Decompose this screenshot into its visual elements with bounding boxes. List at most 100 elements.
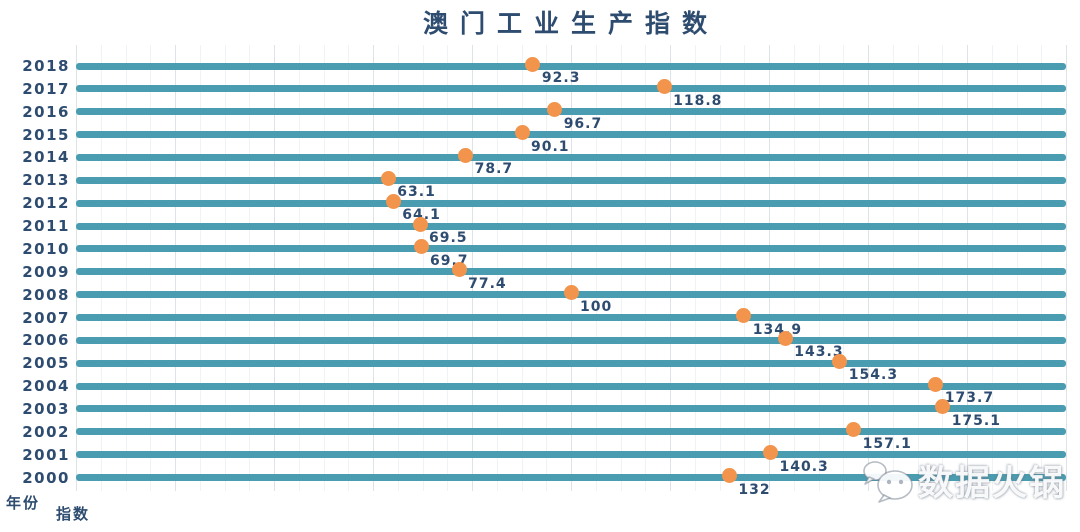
bar-row-2010	[76, 245, 1066, 253]
data-point-2004	[928, 376, 944, 392]
minor-gridline	[843, 45, 845, 491]
major-gridline	[769, 45, 770, 491]
major-gridline	[76, 45, 77, 491]
data-point-2013	[380, 170, 396, 186]
y-axis-title: 年份	[6, 494, 41, 512]
data-point-2015	[514, 125, 530, 141]
year-tick-2006: 2006	[22, 331, 70, 350]
year-tick-2015: 2015	[22, 125, 70, 144]
minor-gridline	[249, 45, 251, 491]
year-tick-2018: 2018	[22, 57, 70, 75]
minor-gridline	[199, 45, 201, 491]
minor-gridline	[694, 45, 696, 491]
data-point-2010	[413, 239, 429, 255]
value-label-2002: 157.1	[862, 435, 912, 452]
data-point-2008	[563, 285, 579, 301]
data-point-2006	[777, 330, 793, 346]
year-tick-2005: 2005	[22, 354, 70, 373]
major-gridline	[274, 45, 275, 491]
minor-gridline	[521, 45, 523, 491]
major-gridline	[868, 45, 869, 491]
major-gridline	[472, 45, 473, 491]
year-tick-2001: 2001	[22, 445, 70, 464]
value-label-2013: 63.1	[397, 184, 436, 201]
value-label-2018: 92.3	[541, 70, 581, 86]
bar-row-2003	[76, 405, 1066, 413]
bar-row-2006	[76, 336, 1066, 344]
year-tick-2014: 2014	[22, 148, 70, 167]
bar-row-2014	[76, 153, 1066, 161]
minor-gridline	[447, 45, 449, 491]
minor-gridline	[892, 45, 894, 491]
value-label-2012: 64.1	[402, 207, 441, 224]
value-label-2008: 100	[580, 298, 613, 315]
major-gridline	[571, 45, 572, 491]
bar-row-2005	[76, 359, 1066, 367]
bar-row-2012	[76, 199, 1066, 207]
data-point-2018	[525, 56, 541, 72]
bar-row-2002	[76, 428, 1066, 436]
minor-gridline	[645, 45, 647, 491]
minor-gridline	[348, 45, 350, 491]
year-tick-2002: 2002	[22, 422, 70, 441]
minor-gridline	[496, 45, 498, 491]
bar-row-2000	[76, 474, 1066, 481]
data-point-2009	[451, 262, 467, 278]
value-label-2004: 173.7	[944, 390, 995, 406]
data-point-2002	[846, 422, 862, 438]
x-axis-title: 指数	[56, 505, 91, 523]
major-gridline	[373, 45, 374, 491]
data-point-2001	[763, 445, 778, 461]
bar-row-2007	[76, 314, 1066, 321]
bar-row-2016	[76, 108, 1066, 116]
chart-title: 澳门工业生产指数	[422, 9, 719, 38]
bar-row-2004	[76, 382, 1066, 390]
value-label-2005: 154.3	[848, 367, 899, 384]
minor-gridline	[298, 45, 300, 491]
year-tick-2013: 2013	[22, 171, 70, 190]
watermark-text: 数据火锅	[917, 464, 1066, 504]
minor-gridline	[150, 45, 152, 491]
data-point-2017	[656, 79, 672, 95]
year-tick-2017: 2017	[22, 79, 70, 98]
value-label-2011: 69.5	[429, 230, 468, 246]
plot-area: 92.3 118.8 96.7 90.1 78.7 63.1 64.1 69.5 69.7 77.…	[76, 45, 1067, 498]
bar-row-2011	[76, 222, 1066, 230]
major-gridline	[967, 45, 968, 491]
minor-gridline	[793, 45, 795, 491]
major-gridline	[670, 45, 671, 491]
minor-gridline	[595, 45, 597, 491]
minor-gridline	[546, 45, 548, 491]
minor-gridline	[818, 45, 820, 491]
year-tick-2007: 2007	[22, 308, 70, 327]
data-point-2016	[547, 102, 563, 118]
minor-gridline	[744, 45, 746, 491]
value-label-2003: 175.1	[951, 412, 1001, 429]
data-point-2003	[935, 399, 951, 415]
value-label-2017: 118.8	[673, 92, 723, 109]
minor-gridline	[224, 45, 226, 491]
minor-gridline	[942, 45, 944, 491]
year-tick-2012: 2012	[22, 194, 70, 213]
year-tick-2010: 2010	[22, 239, 70, 258]
minor-gridline	[620, 45, 622, 491]
value-label-2014: 78.7	[474, 161, 514, 178]
watermark: 数据火锅	[862, 455, 1066, 506]
data-point-2000	[721, 468, 737, 483]
minor-gridline	[422, 45, 424, 491]
minor-gridline	[100, 45, 102, 491]
wechat-icon	[863, 460, 913, 503]
minor-gridline	[1016, 45, 1018, 491]
data-point-2007	[736, 308, 752, 323]
data-point-2005	[832, 353, 848, 369]
major-gridline	[175, 45, 176, 491]
minor-gridline	[397, 45, 399, 491]
minor-gridline	[917, 45, 919, 491]
major-gridline	[1066, 45, 1067, 491]
minor-gridline	[1041, 45, 1043, 491]
minor-gridline	[991, 45, 993, 491]
bar-row-2009	[76, 268, 1066, 276]
value-label-2015: 90.1	[531, 138, 570, 155]
minor-gridline	[323, 45, 325, 491]
